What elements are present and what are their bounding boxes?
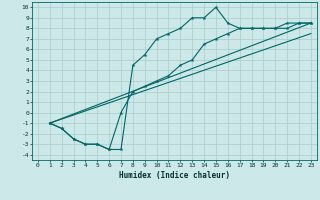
- X-axis label: Humidex (Indice chaleur): Humidex (Indice chaleur): [119, 171, 230, 180]
